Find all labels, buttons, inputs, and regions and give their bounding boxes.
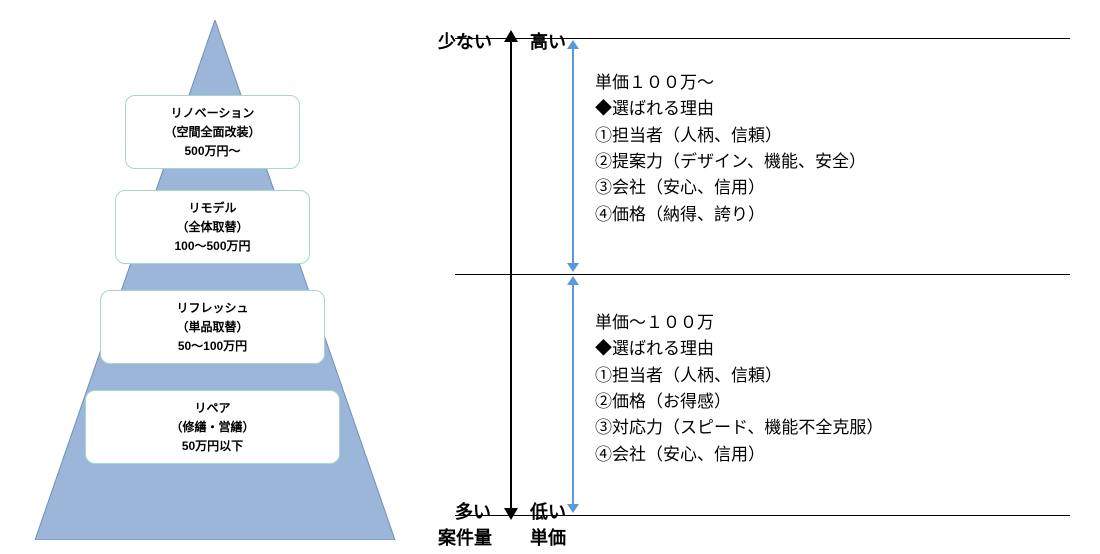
section-0-line-0: 単価１００万～ <box>595 70 866 96</box>
section-0-line-5: ④価格（納得、誇り） <box>595 202 866 228</box>
pyramid-tier-1: リモデル（全体取替）100～500万円 <box>115 190 310 264</box>
range-arrow-0 <box>572 40 574 272</box>
section-1-line-2: ①担当者（人柄、信頼） <box>595 363 883 389</box>
tier-price: 50万円以下 <box>90 437 335 456</box>
pyramid-tier-2: リフレッシュ（単品取替）50～100万円 <box>100 290 325 364</box>
axis-panel: 少ない 高い 多い 低い 案件量 単価 単価１００万～◆選ばれる理由①担当者（人… <box>430 20 1080 540</box>
axis-top-right-label: 高い <box>530 28 566 54</box>
section-text-0: 単価１００万～◆選ばれる理由①担当者（人柄、信頼）②提案力（デザイン、機能、安全… <box>595 70 866 228</box>
range-arrow-1 <box>572 276 574 513</box>
pyramid-panel: リノベーション（空間全面改装）500万円～ リモデル（全体取替）100～500万円… <box>25 20 405 540</box>
section-0-line-2: ①担当者（人柄、信頼） <box>595 123 866 149</box>
axis-bottom-left-label: 多い <box>455 498 491 524</box>
tier-title: リモデル <box>120 199 305 218</box>
tier-subtitle: （空間全面改装） <box>130 123 295 142</box>
section-1-line-4: ③対応力（スピード、機能不全克服） <box>595 415 883 441</box>
tier-title: リフレッシュ <box>105 299 320 318</box>
section-1-line-0: 単価～１００万 <box>595 310 883 336</box>
tier-title: リノベーション <box>130 104 295 123</box>
section-1-line-3: ②価格（お得感） <box>595 389 883 415</box>
axis-caption-volume: 案件量 <box>438 524 492 550</box>
section-1-line-1: ◆選ばれる理由 <box>595 336 883 362</box>
axis-caption-price: 単価 <box>530 524 566 550</box>
tier-price: 50～100万円 <box>105 337 320 356</box>
section-1-line-5: ④会社（安心、信用） <box>595 442 883 468</box>
tier-price: 100～500万円 <box>120 237 305 256</box>
section-0-line-1: ◆選ばれる理由 <box>595 96 866 122</box>
divider-mid <box>455 274 1070 275</box>
axis-arrow-down-icon <box>504 508 518 520</box>
pyramid-tier-3: リペア（修繕・営繕）50万円以下 <box>85 390 340 464</box>
axis-line <box>510 38 512 510</box>
tier-subtitle: （単品取替） <box>105 318 320 337</box>
pyramid-tier-0: リノベーション（空間全面改装）500万円～ <box>125 95 300 169</box>
tier-price: 500万円～ <box>130 142 295 161</box>
section-text-1: 単価～１００万◆選ばれる理由①担当者（人柄、信頼）②価格（お得感）③対応力（スピ… <box>595 310 883 468</box>
axis-bottom-right-label: 低い <box>530 498 566 524</box>
axis-arrow-up-icon <box>504 30 518 42</box>
tier-subtitle: （全体取替） <box>120 218 305 237</box>
tier-subtitle: （修繕・営繕） <box>90 418 335 437</box>
section-0-line-3: ②提案力（デザイン、機能、安全） <box>595 149 866 175</box>
section-0-line-4: ③会社（安心、信用） <box>595 175 866 201</box>
tier-title: リペア <box>90 399 335 418</box>
axis-top-left-label: 少ない <box>438 28 492 54</box>
